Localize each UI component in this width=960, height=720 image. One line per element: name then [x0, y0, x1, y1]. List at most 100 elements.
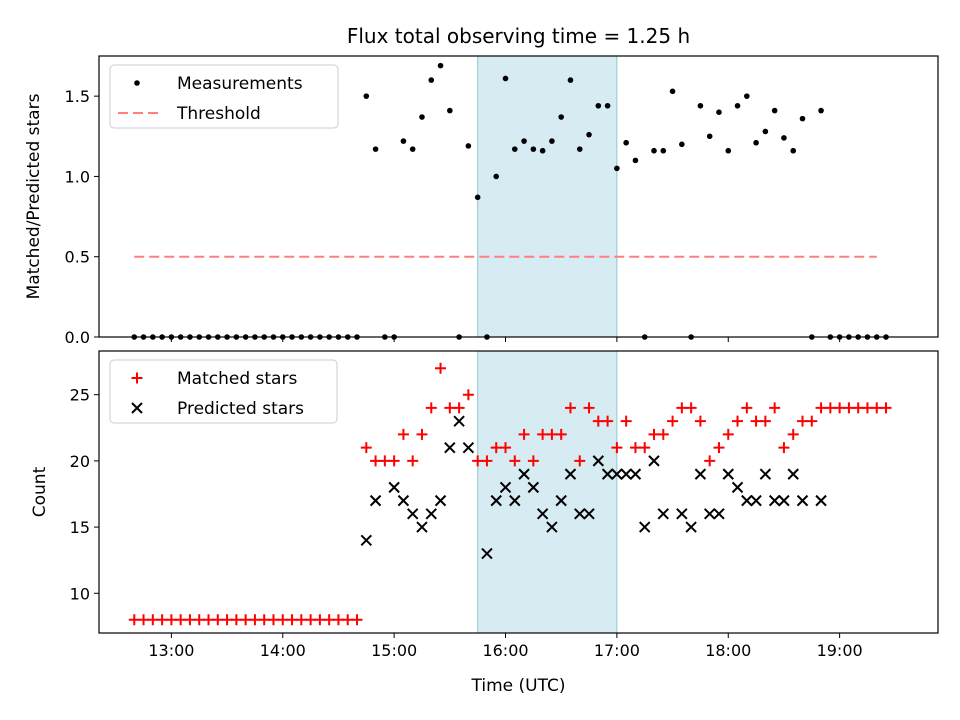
matched-stars-point: [370, 455, 382, 467]
matched-stars-point: [156, 614, 168, 626]
matched-stars-point: [787, 428, 799, 440]
matched-stars-point: [193, 614, 205, 626]
measurements-point: [651, 147, 657, 154]
predicted-stars-point: [527, 481, 540, 494]
predicted-stars-point: [620, 468, 632, 480]
predicted-stars-point: [360, 534, 372, 547]
measurements-point: [558, 114, 564, 120]
shaded-region: [477, 55, 618, 338]
measurements-point: [697, 102, 704, 109]
top-panel: 0.0 0.5 1.0 1.5 Matched/Predicted stars Measu…: [24, 55, 939, 347]
y-tick-label: 15: [70, 518, 90, 537]
y-axis-label: Count: [30, 466, 50, 517]
matched-stars-point: [852, 402, 864, 414]
matched-stars-point: [592, 415, 604, 427]
measurements-point: [521, 138, 527, 144]
predicted-stars-point: [416, 521, 428, 533]
matched-stars-point: [490, 442, 502, 454]
matched-stars-point: [416, 428, 428, 440]
measurements-point: [567, 77, 574, 83]
matched-stars-point: [332, 614, 344, 626]
matched-stars-point: [407, 455, 419, 467]
x-tick-label: 13:00: [148, 641, 194, 660]
matched-stars-point: [138, 614, 150, 626]
matched-stars-point: [704, 455, 716, 467]
matched-stars-point: [778, 442, 790, 454]
measurements-point: [474, 194, 481, 201]
matched-stars-point: [184, 614, 196, 626]
measurements-point: [799, 115, 806, 122]
matched-stars-point: [472, 455, 484, 467]
legend-handle: [131, 372, 143, 384]
legend: [109, 359, 338, 424]
predicted-stars-point: [676, 508, 688, 520]
predicted-stars-point: [425, 508, 437, 520]
measurements-point: [586, 131, 592, 138]
predicted-stars-point: [611, 468, 623, 480]
matched-stars-point: [546, 428, 558, 440]
matched-stars-point: [360, 442, 372, 454]
matched-stars-point: [267, 614, 279, 626]
measurements-point: [604, 102, 611, 109]
predicted-stars-point: [768, 494, 781, 507]
measurements-point: [502, 75, 509, 82]
predicted-stars-point: [713, 508, 725, 520]
x-axis-label: Time (UTC): [471, 676, 566, 696]
measurements-point: [576, 146, 583, 152]
predicted-stars-point: [796, 494, 809, 507]
x-tick-label: 15:00: [371, 641, 417, 660]
predicted-stars-point: [481, 547, 493, 560]
matched-stars-point: [351, 614, 363, 626]
y-tick-label: 1.0: [65, 167, 90, 186]
predicted-stars-point: [657, 508, 669, 520]
axes-frame: [98, 55, 939, 338]
legend-label: Threshold: [176, 104, 261, 124]
measurements-point: [363, 93, 370, 99]
measurements-point: [623, 139, 629, 146]
matched-stars-point: [500, 442, 512, 454]
legend-label: Predicted stars: [177, 399, 304, 419]
measurements-point: [632, 157, 639, 164]
predicted-stars-point: [722, 468, 734, 480]
matched-stars-point: [537, 428, 549, 440]
predicted-stars-point: [406, 508, 419, 520]
matched-stars-point: [212, 614, 224, 626]
y-tick-label: 10: [70, 584, 90, 603]
matched-stars-point: [843, 402, 855, 414]
matched-stars-point: [249, 614, 261, 626]
matched-stars-point: [602, 415, 614, 427]
predicted-stars-point: [509, 494, 521, 507]
predicted-stars-point: [434, 494, 447, 507]
measurements-point: [679, 141, 685, 148]
matched-stars-point: [834, 402, 846, 414]
measurements-point: [539, 147, 546, 154]
measurements-point: [744, 93, 750, 99]
measurements-point: [706, 133, 713, 140]
matched-stars-point: [230, 614, 242, 626]
predicted-stars-point: [694, 468, 707, 480]
measurements-point: [447, 107, 453, 114]
matched-stars-point: [611, 442, 623, 454]
measurements-point: [716, 109, 722, 115]
x-tick-label: 16:00: [482, 641, 528, 660]
predicted-stars-point: [731, 481, 744, 494]
measurements-point: [493, 173, 500, 180]
matched-stars-point: [203, 614, 215, 626]
predicted-stars-point: [778, 494, 790, 507]
measurements-point: [762, 128, 769, 135]
matched-stars-point: [750, 415, 762, 427]
predicted-stars-point: [574, 508, 586, 520]
legend-handle: [131, 402, 143, 414]
matched-stars-point: [518, 428, 530, 440]
matched-stars-point: [741, 402, 753, 414]
matched-stars-point: [435, 362, 447, 374]
matched-stars-point: [277, 614, 289, 626]
measurements-point: [660, 147, 667, 154]
matched-stars-point: [379, 455, 391, 467]
matched-stars-point: [806, 415, 818, 427]
matched-stars-point: [481, 455, 493, 467]
matched-stars-point: [796, 415, 808, 427]
matched-stars-point: [509, 455, 521, 467]
matched-stars-point: [165, 614, 177, 626]
